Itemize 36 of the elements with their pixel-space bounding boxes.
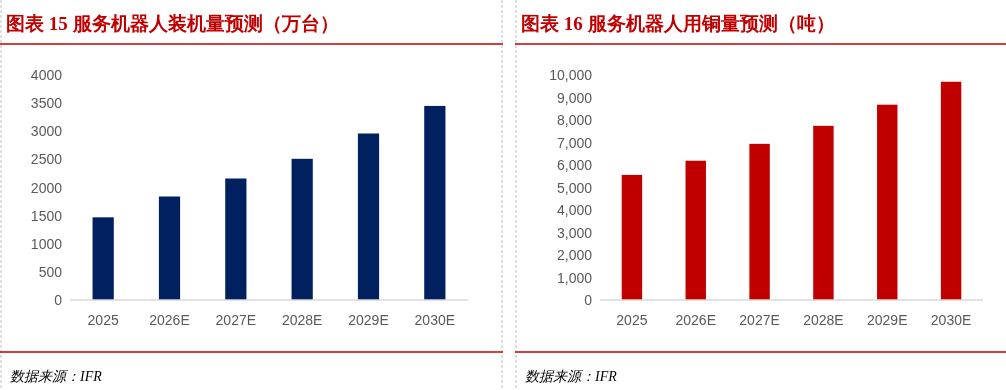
chart-title: 图表 15 服务机器人装机量预测（万台） [6, 13, 339, 34]
y-tick-label: 9,000 [556, 89, 593, 106]
y-tick-label: 8,000 [556, 112, 593, 128]
y-tick-label: 5,000 [556, 179, 593, 196]
x-tick-label: 2029E [867, 312, 908, 328]
x-tick-label: 2025 [87, 312, 119, 328]
y-tick-label: 3000 [30, 123, 63, 140]
y-tick-label: 0 [584, 292, 593, 308]
source-note: 数据来源：IFR [10, 369, 103, 384]
y-tick-label: 10,000 [549, 67, 593, 83]
y-tick-label: 2500 [30, 151, 63, 168]
x-tick-label: 2030E [414, 312, 456, 328]
y-tick-label: 6,000 [556, 157, 593, 173]
y-tick-label: 1500 [30, 207, 63, 224]
x-tick-label: 2025 [616, 312, 648, 328]
y-tick-label: 7,000 [556, 134, 593, 151]
y-tick-label: 4,000 [556, 202, 593, 218]
source-note: 数据来源：IFR [525, 369, 618, 384]
y-tick-label: 3,000 [556, 224, 593, 241]
y-tick-label: 4000 [30, 67, 63, 83]
x-tick-label: 2028E [803, 312, 844, 328]
y-tick-label: 1,000 [556, 269, 593, 286]
y-tick-label: 0 [54, 292, 63, 308]
x-tick-label: 2026E [149, 312, 190, 328]
x-tick-label: 2029E [348, 312, 389, 328]
x-tick-label: 2027E [739, 312, 780, 328]
y-tick-label: 2000 [30, 179, 63, 196]
y-tick-label: 500 [38, 263, 63, 280]
x-tick-label: 2026E [675, 312, 716, 328]
x-tick-label: 2027E [215, 312, 257, 328]
y-tick-label: 2,000 [556, 247, 593, 263]
x-tick-label: 2028E [281, 312, 323, 328]
y-tick-label: 1000 [30, 235, 63, 252]
chart-title: 图表 16 服务机器人用铜量预测（吨） [521, 13, 835, 34]
x-tick-label: 2030E [930, 312, 972, 328]
y-tick-label: 3500 [30, 95, 63, 112]
